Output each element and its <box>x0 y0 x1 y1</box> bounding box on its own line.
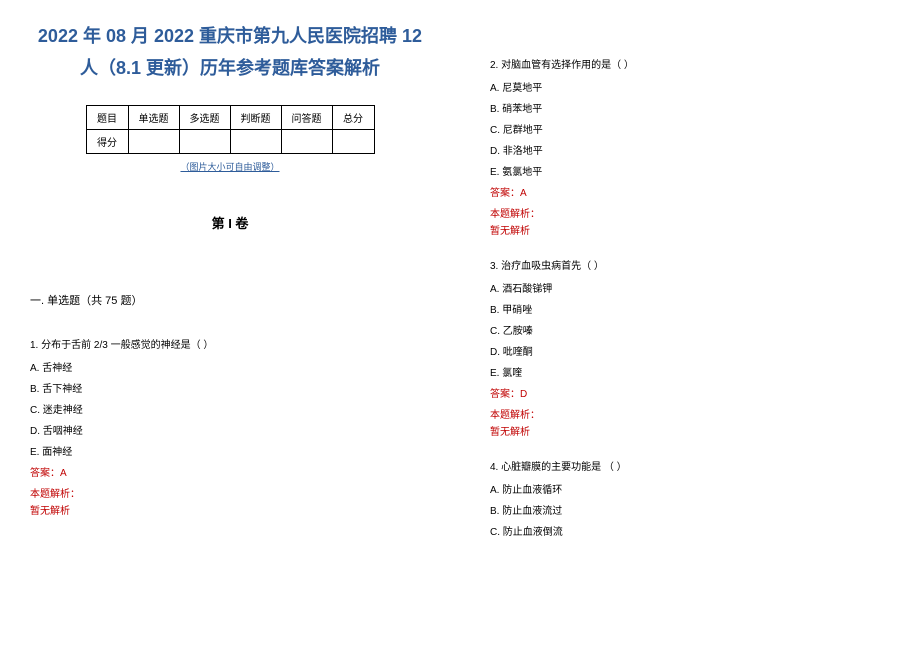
q2-analysis-label: 本题解析： <box>490 207 890 222</box>
q3-stem: 3. 治疗血吸虫病首先（ ） <box>490 259 890 274</box>
q2-opt-b: B. 硝苯地平 <box>490 102 890 117</box>
q4-opt-b: B. 防止血液流过 <box>490 504 890 519</box>
row-label: 得分 <box>86 129 128 153</box>
title-line-1: 2022 年 08 月 2022 重庆市第九人民医院招聘 12 <box>30 20 430 52</box>
q4-stem: 4. 心脏瓣膜的主要功能是 （ ） <box>490 460 890 475</box>
q1-analysis-text: 暂无解析 <box>30 504 430 519</box>
page-right: 2. 对脑血管有选择作用的是（ ） A. 尼莫地平 B. 硝苯地平 C. 尼群地… <box>460 0 920 651</box>
volume-heading: 第 I 卷 <box>30 213 430 232</box>
question-2: 2. 对脑血管有选择作用的是（ ） A. 尼莫地平 B. 硝苯地平 C. 尼群地… <box>490 58 890 239</box>
cell-blank <box>179 129 230 153</box>
q3-analysis-text: 暂无解析 <box>490 425 890 440</box>
question-3: 3. 治疗血吸虫病首先（ ） A. 酒石酸锑钾 B. 甲硝唑 C. 乙胺嗪 D.… <box>490 259 890 440</box>
th-3: 判断题 <box>230 105 281 129</box>
q1-stem: 1. 分布于舌前 2/3 一般感觉的神经是（ ） <box>30 338 430 353</box>
question-1: 1. 分布于舌前 2/3 一般感觉的神经是（ ） A. 舌神经 B. 舌下神经 … <box>30 338 430 519</box>
q2-opt-c: C. 尼群地平 <box>490 123 890 138</box>
q3-answer: 答案：D <box>490 387 890 402</box>
title-line-2: 人（8.1 更新）历年参考题库答案解析 <box>30 52 430 84</box>
th-0: 题目 <box>86 105 128 129</box>
q1-opt-b: B. 舌下神经 <box>30 382 430 397</box>
q1-answer: 答案：A <box>30 466 430 481</box>
q3-opt-a: A. 酒石酸锑钾 <box>490 282 890 297</box>
cell-blank <box>332 129 374 153</box>
section-header: 一. 单选题（共 75 题） <box>30 292 430 308</box>
q4-opt-a: A. 防止血液循环 <box>490 483 890 498</box>
q2-opt-d: D. 非洛地平 <box>490 144 890 159</box>
th-5: 总分 <box>332 105 374 129</box>
q3-analysis-label: 本题解析： <box>490 408 890 423</box>
q3-opt-e: E. 氯喹 <box>490 366 890 381</box>
q3-opt-d: D. 吡喹酮 <box>490 345 890 360</box>
table-score-row: 得分 <box>86 129 374 153</box>
q1-analysis-label: 本题解析： <box>30 487 430 502</box>
th-1: 单选题 <box>128 105 179 129</box>
q1-opt-c: C. 迷走神经 <box>30 403 430 418</box>
cell-blank <box>128 129 179 153</box>
table-header-row: 题目 单选题 多选题 判断题 问答题 总分 <box>86 105 374 129</box>
q1-opt-e: E. 面神经 <box>30 445 430 460</box>
q2-opt-a: A. 尼莫地平 <box>490 81 890 96</box>
q3-opt-b: B. 甲硝唑 <box>490 303 890 318</box>
cell-blank <box>281 129 332 153</box>
q1-opt-a: A. 舌神经 <box>30 361 430 376</box>
q2-analysis-text: 暂无解析 <box>490 224 890 239</box>
th-4: 问答题 <box>281 105 332 129</box>
q4-opt-c: C. 防止血液倒流 <box>490 525 890 540</box>
q1-opt-d: D. 舌咽神经 <box>30 424 430 439</box>
cell-blank <box>230 129 281 153</box>
question-4: 4. 心脏瓣膜的主要功能是 （ ） A. 防止血液循环 B. 防止血液流过 C.… <box>490 460 890 540</box>
score-table: 题目 单选题 多选题 判断题 问答题 总分 得分 <box>86 105 375 154</box>
q2-opt-e: E. 氨氯地平 <box>490 165 890 180</box>
resize-note: （图片大小可自由调整） <box>30 160 430 173</box>
q2-answer: 答案：A <box>490 186 890 201</box>
th-2: 多选题 <box>179 105 230 129</box>
page-left: 2022 年 08 月 2022 重庆市第九人民医院招聘 12 人（8.1 更新… <box>0 0 460 651</box>
q2-stem: 2. 对脑血管有选择作用的是（ ） <box>490 58 890 73</box>
q3-opt-c: C. 乙胺嗪 <box>490 324 890 339</box>
document-title: 2022 年 08 月 2022 重庆市第九人民医院招聘 12 人（8.1 更新… <box>30 20 430 85</box>
resize-note-link[interactable]: （图片大小可自由调整） <box>180 162 279 172</box>
